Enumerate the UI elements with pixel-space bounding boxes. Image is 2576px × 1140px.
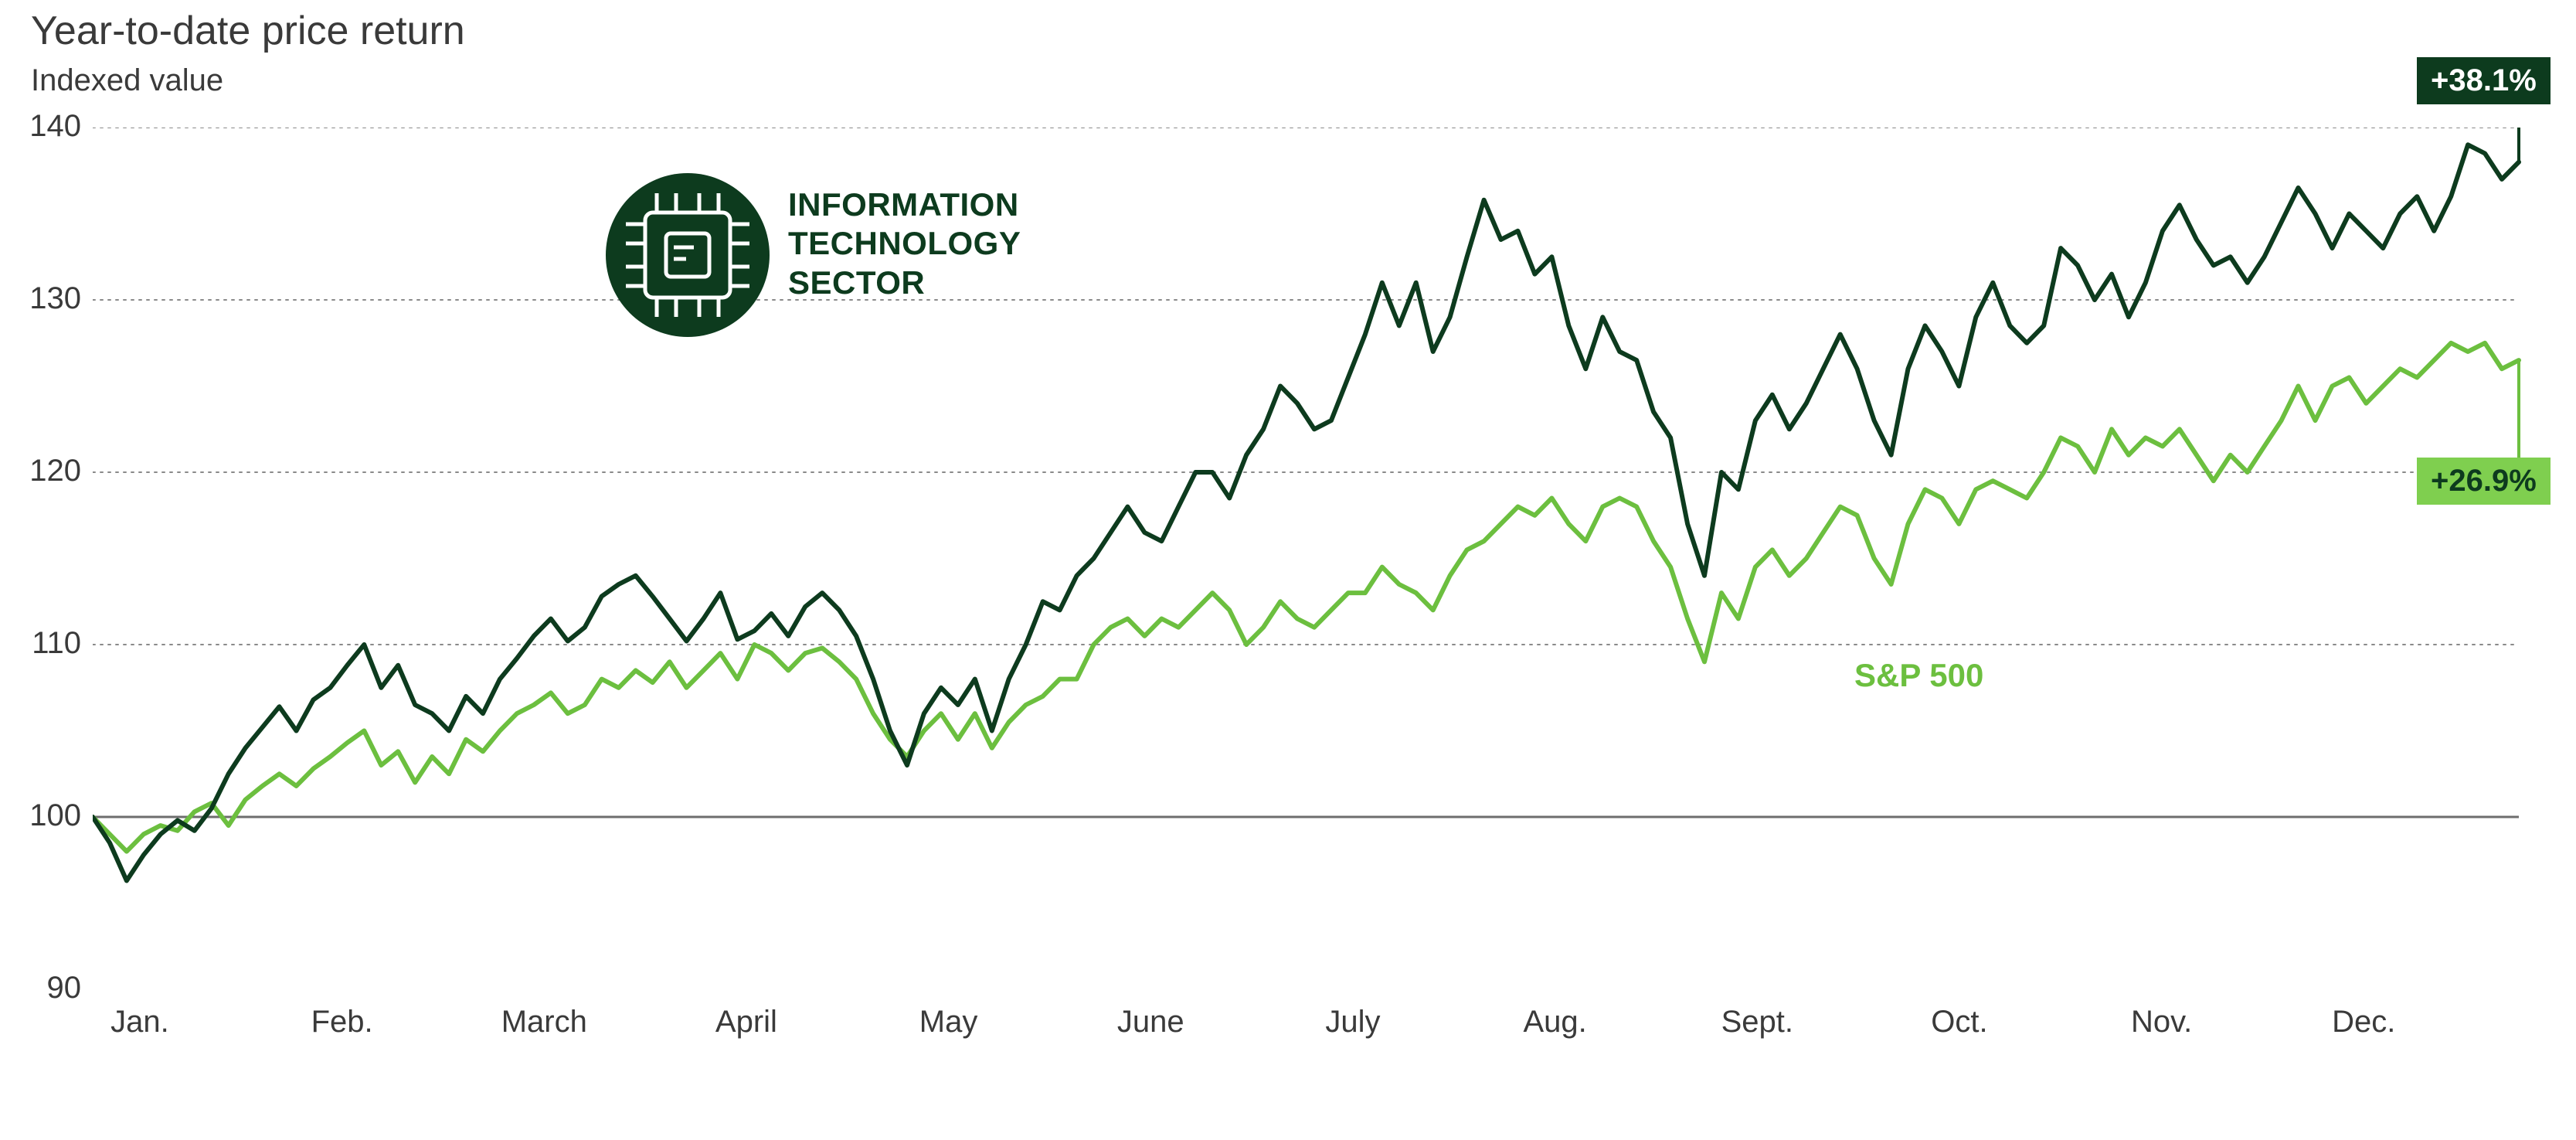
chip-icon xyxy=(603,170,773,344)
x-tick-label: Sept. xyxy=(1721,1005,1793,1040)
legend-it-line1: INFORMATION xyxy=(788,185,1021,224)
legend-it-line3: SECTOR xyxy=(788,264,1021,302)
x-tick-label: June xyxy=(1117,1005,1184,1040)
plot-area xyxy=(93,128,2550,1040)
chart-title: Year-to-date price return xyxy=(31,8,465,54)
x-tick-label: July xyxy=(1325,1005,1380,1040)
y-tick-label: 140 xyxy=(12,109,81,144)
x-tick-label: Jan. xyxy=(110,1005,169,1040)
x-tick-label: Dec. xyxy=(2332,1005,2395,1040)
y-tick-label: 120 xyxy=(12,454,81,488)
legend-it-sector: INFORMATION TECHNOLOGY SECTOR xyxy=(788,185,1021,302)
x-tick-label: Aug. xyxy=(1523,1005,1586,1040)
end-badge-it: +38.1% xyxy=(2417,57,2551,104)
x-tick-label: April xyxy=(715,1005,777,1040)
legend-it-line2: TECHNOLOGY xyxy=(788,224,1021,263)
x-tick-label: March xyxy=(501,1005,587,1040)
x-tick-label: Feb. xyxy=(311,1005,373,1040)
plot-svg xyxy=(93,128,2550,1040)
x-tick-label: May xyxy=(919,1005,978,1040)
y-tick-label: 130 xyxy=(12,281,81,316)
y-tick-label: 100 xyxy=(12,798,81,833)
y-tick-label: 110 xyxy=(12,626,81,661)
ytd-return-chart: Year-to-date price return Indexed value xyxy=(0,0,2576,1140)
legend-sp500: S&P 500 xyxy=(1854,657,1983,694)
chart-subtitle: Indexed value xyxy=(31,63,223,98)
x-tick-label: Oct. xyxy=(1931,1005,1987,1040)
end-badge-sp: +26.9% xyxy=(2417,458,2551,505)
x-tick-label: Nov. xyxy=(2131,1005,2192,1040)
y-tick-label: 90 xyxy=(12,971,81,1006)
